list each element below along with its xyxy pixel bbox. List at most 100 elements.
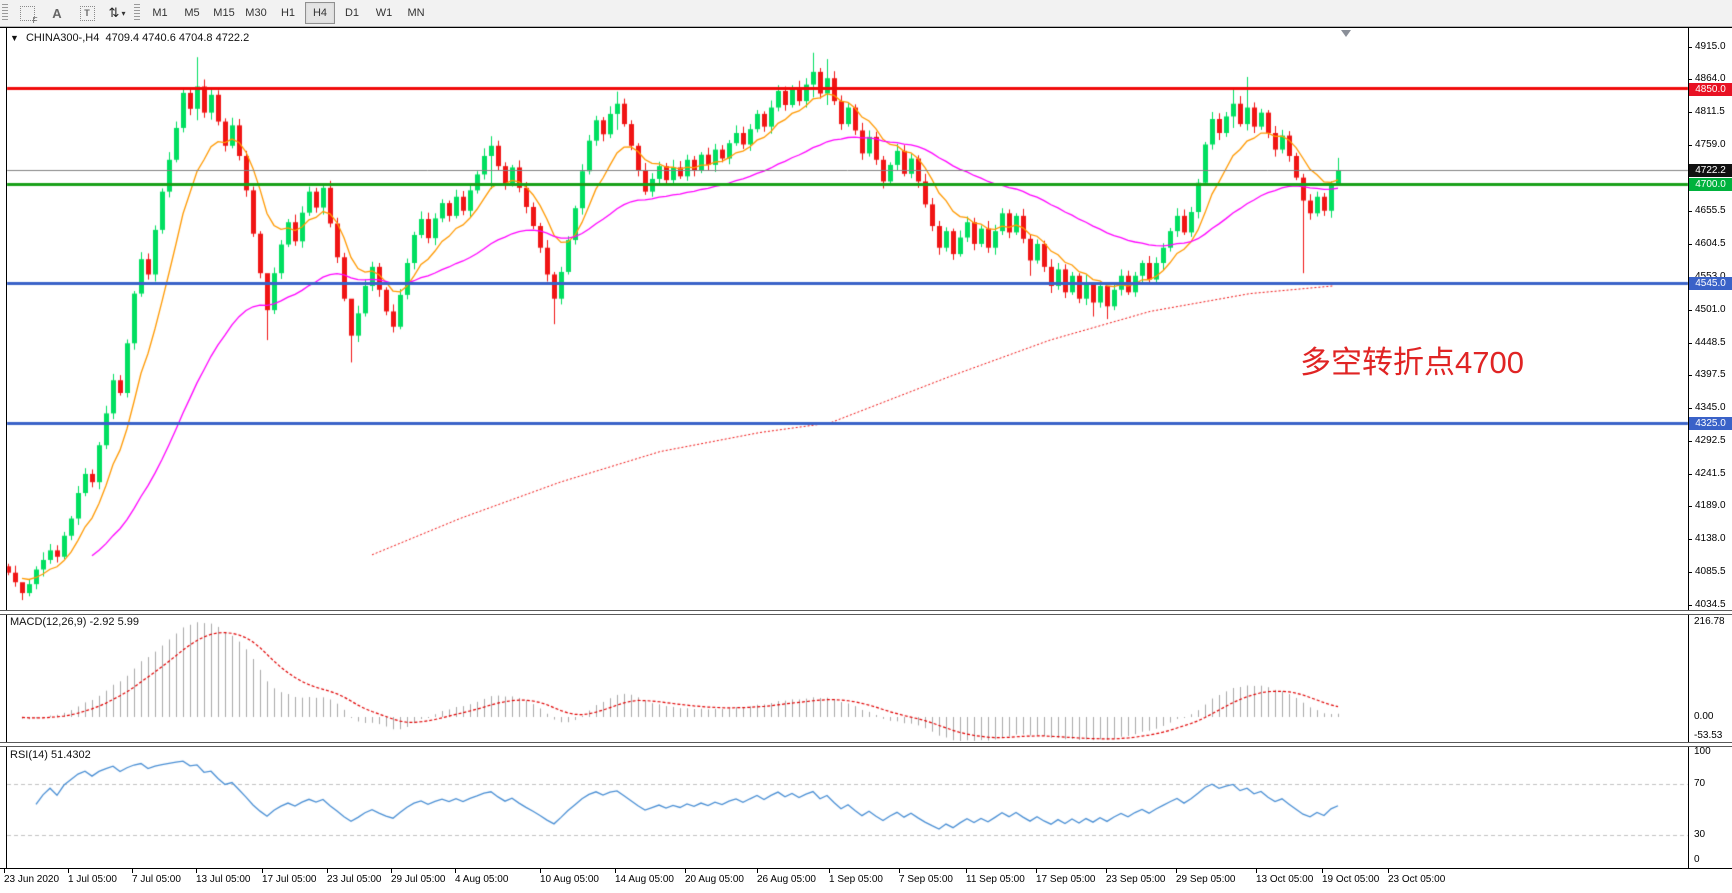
price-axis-label: 4759.0 <box>1695 139 1726 150</box>
timeframe-button-w1[interactable]: W1 <box>375 7 393 19</box>
chart-shift-marker-icon[interactable] <box>1341 30 1351 37</box>
macd-axis-label: -53.53 <box>1694 730 1723 741</box>
time-axis-label: 14 Aug 05:00 <box>615 874 674 885</box>
time-axis-label: 17 Jul 05:00 <box>262 874 317 885</box>
time-axis-tick <box>196 869 197 873</box>
time-axis-label: 19 Oct 05:00 <box>1322 874 1380 885</box>
price-axis-tick <box>1688 605 1692 606</box>
time-axis-tick <box>966 869 967 873</box>
timeframe-toolbar-grip[interactable] <box>134 4 140 22</box>
time-axis-tick <box>4 869 5 873</box>
timeframe-button-m15[interactable]: M15 <box>213 7 235 19</box>
time-axis-tick <box>1106 869 1107 873</box>
timeframe-button-m1[interactable]: M1 <box>152 7 168 19</box>
price-level-badge: 4700.0 <box>1689 178 1732 191</box>
price-axis-tick <box>1688 211 1692 212</box>
price-axis-label: 4345.0 <box>1695 402 1726 413</box>
price-axis-tick <box>1688 506 1692 507</box>
time-axis-tick <box>1388 869 1389 873</box>
chart-window-top-border <box>0 27 1732 28</box>
time-axis-label: 4 Aug 05:00 <box>455 874 509 885</box>
time-axis-tick <box>262 869 263 873</box>
macd-panel-separator[interactable] <box>0 610 1732 615</box>
price-axis-label: 4448.5 <box>1695 337 1726 348</box>
timeframe-button-h1[interactable]: H1 <box>280 7 296 19</box>
text-label-icon: A <box>52 5 62 21</box>
chart-ohlc-values: 4709.4 4740.6 4704.8 4722.2 <box>105 32 250 44</box>
time-axis-tick <box>829 869 830 873</box>
time-axis-tick <box>757 869 758 873</box>
rsi-axis-label: 30 <box>1694 829 1706 840</box>
price-axis-tick <box>1688 79 1692 80</box>
price-axis-tick <box>1688 375 1692 376</box>
timeframe-button-mn[interactable]: MN <box>407 7 425 19</box>
price-axis-tick <box>1688 244 1692 245</box>
chevron-down-icon[interactable]: ▾ <box>121 8 126 18</box>
rsi-axis-label: 0 <box>1694 854 1700 865</box>
time-axis-tick <box>1036 869 1037 873</box>
time-axis-label: 10 Aug 05:00 <box>540 874 599 885</box>
price-axis-label: 4241.5 <box>1695 468 1726 479</box>
time-axis-label: 17 Sep 05:00 <box>1036 874 1096 885</box>
toolbar: F A T ⇅ ▾ M1 M5 M15 M30 H1 H4 D1 W1 MN <box>0 0 1732 27</box>
price-axis-tick <box>1688 47 1692 48</box>
time-axis-label: 26 Aug 05:00 <box>757 874 816 885</box>
timeframe-button-m30[interactable]: M30 <box>245 7 267 19</box>
dotted-frame-icon: F <box>19 5 38 25</box>
time-axis-tick <box>132 869 133 873</box>
time-axis-tick <box>327 869 328 873</box>
time-axis-label: 1 Jul 05:00 <box>68 874 117 885</box>
time-axis-tick <box>615 869 616 873</box>
time-axis-tick <box>540 869 541 873</box>
chart-window-left-border <box>6 28 7 869</box>
time-axis-tick <box>899 869 900 873</box>
rsi-panel-separator[interactable] <box>0 742 1732 747</box>
time-axis-tick <box>685 869 686 873</box>
price-axis-label: 4189.0 <box>1695 500 1726 511</box>
price-axis-label: 4034.5 <box>1695 599 1726 610</box>
price-axis-label: 4397.5 <box>1695 369 1726 380</box>
price-axis-label: 4085.5 <box>1695 566 1726 577</box>
time-axis-label: 23 Jun 2020 <box>4 874 60 885</box>
chart-text-annotation[interactable]: 多空转折点4700 <box>1300 345 1524 380</box>
time-axis-label: 23 Oct 05:00 <box>1388 874 1446 885</box>
timeframe-button-m5[interactable]: M5 <box>184 7 200 19</box>
price-axis-tick <box>1688 572 1692 573</box>
macd-axis-label: 0.00 <box>1694 711 1714 722</box>
price-level-badge: 4722.2 <box>1689 164 1732 177</box>
rsi-indicator-label: RSI(14) 51.4302 <box>10 749 91 761</box>
time-axis-separator <box>0 868 1732 869</box>
font-frame-tool-button[interactable]: F <box>14 2 40 25</box>
time-axis-tick <box>1256 869 1257 873</box>
toolbar-grip[interactable] <box>2 4 8 22</box>
price-axis-label: 4553.0 <box>1695 271 1726 282</box>
text-box-tool-button[interactable]: T <box>74 2 100 24</box>
timeframe-button-h4[interactable]: H4 <box>305 2 335 24</box>
price-axis-label: 4655.5 <box>1695 205 1726 216</box>
price-level-badge: 4325.0 <box>1689 417 1732 430</box>
time-axis-label: 23 Sep 05:00 <box>1106 874 1166 885</box>
chart-context-arrow-icon[interactable]: ▼ <box>10 33 19 43</box>
time-axis-label: 13 Jul 05:00 <box>196 874 251 885</box>
price-axis-label: 4864.0 <box>1695 73 1726 84</box>
price-axis-tick <box>1688 343 1692 344</box>
time-axis-label: 29 Sep 05:00 <box>1176 874 1236 885</box>
price-axis-tick <box>1688 441 1692 442</box>
price-axis-label: 4915.0 <box>1695 41 1726 52</box>
price-axis-tick <box>1688 310 1692 311</box>
time-axis-label: 23 Jul 05:00 <box>327 874 382 885</box>
timeframe-button-d1[interactable]: D1 <box>344 7 360 19</box>
arrange-tool-button[interactable]: ⇅ ▾ <box>104 2 130 24</box>
time-axis-tick <box>391 869 392 873</box>
chart-symbol-period: CHINA300-,H4 <box>25 32 100 44</box>
macd-indicator-label: MACD(12,26,9) -2.92 5.99 <box>10 616 140 628</box>
time-axis-tick <box>68 869 69 873</box>
text-box-icon: T <box>79 5 95 21</box>
time-axis-label: 7 Sep 05:00 <box>899 874 953 885</box>
macd-axis-label: 216.78 <box>1694 616 1725 627</box>
time-axis-tick <box>1176 869 1177 873</box>
text-label-tool-button[interactable]: A <box>44 2 70 24</box>
time-axis-label: 20 Aug 05:00 <box>685 874 744 885</box>
